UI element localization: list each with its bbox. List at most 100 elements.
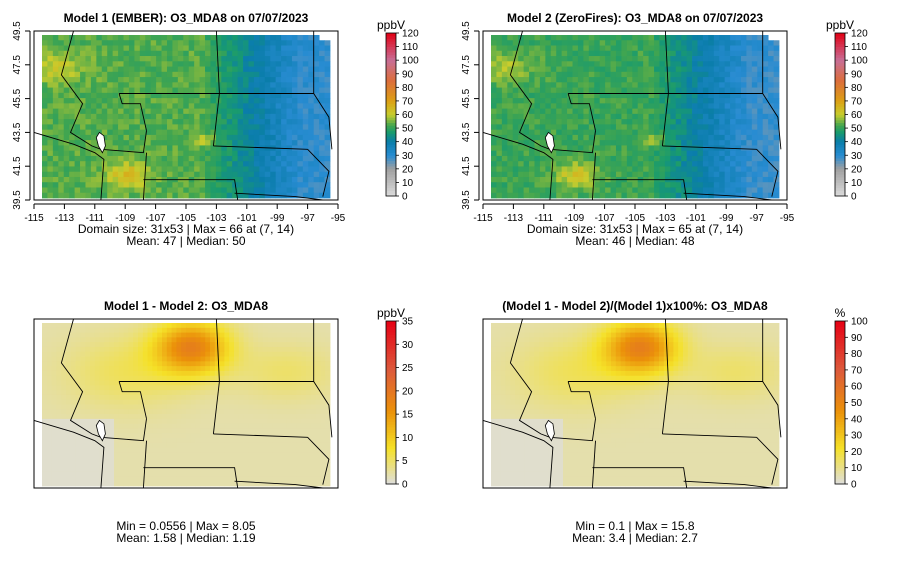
heatmap-cell [186,332,192,338]
heatmap-cell [226,119,233,125]
heatmap-cell [501,87,508,94]
heatmap-cell [96,119,103,125]
heatmap-cell [162,361,168,367]
heatmap-cell [181,327,187,333]
heatmap-cell [114,433,120,439]
heatmap-cell [491,82,497,88]
heatmap-cell [52,166,59,173]
heatmap-cell [610,40,617,46]
heatmap-cell [286,40,293,46]
heatmap-cell [258,342,264,348]
heatmap-cell [306,390,312,396]
heatmap-cell [615,103,622,110]
heatmap-cell [702,155,709,162]
heatmap-cell [724,161,731,167]
heatmap-cell [123,124,130,131]
heatmap-cell [735,176,742,183]
heatmap-cell [583,176,590,183]
heatmap-cell [118,176,124,183]
heatmap-cell [301,342,307,348]
heatmap-cell [702,108,709,115]
heatmap-cell [183,66,190,73]
heatmap-cell [69,171,75,178]
heatmap-cell [648,45,655,52]
heatmap-cell [145,35,152,41]
heatmap-cell [757,155,764,162]
heatmap-cell [610,113,617,120]
heatmap-cell [118,356,124,362]
heatmap-cell [648,145,655,152]
heatmap-cell [577,150,584,157]
heatmap-cell [632,35,639,41]
heatmap-cell [199,77,206,83]
colorbar-segment [386,152,396,156]
heatmap-cell [264,103,271,110]
heatmap-cell [145,40,152,46]
heatmap-cell [713,155,720,162]
heatmap-cell [248,399,254,405]
heatmap-cell [205,129,211,136]
heatmap-cell [735,40,742,46]
heatmap-cell [74,82,81,88]
heatmap-cell [107,77,114,83]
heatmap-cell [686,124,693,131]
heatmap-cell [46,327,52,333]
heatmap-cell [594,103,601,110]
heatmap-cell [697,166,704,173]
heatmap-cell [118,192,124,199]
heatmap-cell [80,380,86,386]
heatmap-cell [686,166,693,173]
heatmap-cell [221,161,228,167]
heatmap-cell [205,385,211,391]
heatmap-cell [746,134,753,141]
heatmap-cell [253,113,260,120]
heatmap-cell [675,98,682,104]
heatmap-cell [181,428,187,434]
heatmap-cell [96,92,103,99]
heatmap-cell [85,171,92,178]
heatmap-cell [162,356,168,362]
heatmap-cell [215,108,222,115]
heatmap-cell [69,98,75,104]
heatmap-cell [286,35,293,41]
heatmap-cell [291,428,297,434]
heatmap-cell [166,71,173,78]
heatmap-cell [270,103,277,110]
heatmap-cell [176,414,182,420]
heatmap-cell [686,40,693,46]
heatmap-cell [253,332,259,338]
heatmap-cell [768,77,774,83]
heatmap-cell [150,98,157,104]
heatmap-cell [523,161,530,167]
heatmap-cell [664,134,671,141]
heatmap-cell [659,92,666,99]
heatmap-cell [281,35,287,41]
heatmap-cell [768,150,774,157]
heatmap-cell [161,145,168,152]
heatmap-cell [99,337,105,343]
heatmap-cell [675,92,682,99]
heatmap-cell [56,414,62,420]
heatmap-cell [112,87,119,94]
heatmap-cell [172,45,179,52]
heatmap-cell [56,375,62,381]
heatmap-cell [746,176,753,183]
heatmap-cell [675,182,682,188]
heatmap-cell [264,35,271,41]
heatmap-cell [740,66,747,73]
heatmap-cell [692,71,698,78]
heatmap-cell [134,187,141,194]
heatmap-cell [118,124,124,131]
heatmap-cell [719,140,726,146]
heatmap-cell [47,187,54,194]
heatmap-cell [205,337,211,343]
heatmap-cell [243,385,249,391]
heatmap-cell [243,428,249,434]
heatmap-cell [118,66,124,73]
heatmap-cell [291,182,298,188]
heatmap-cell [46,423,52,429]
heatmap-cell [577,192,584,199]
colorbar-segment [835,90,845,94]
heatmap-cell [588,56,595,62]
heatmap-cell [697,66,704,73]
